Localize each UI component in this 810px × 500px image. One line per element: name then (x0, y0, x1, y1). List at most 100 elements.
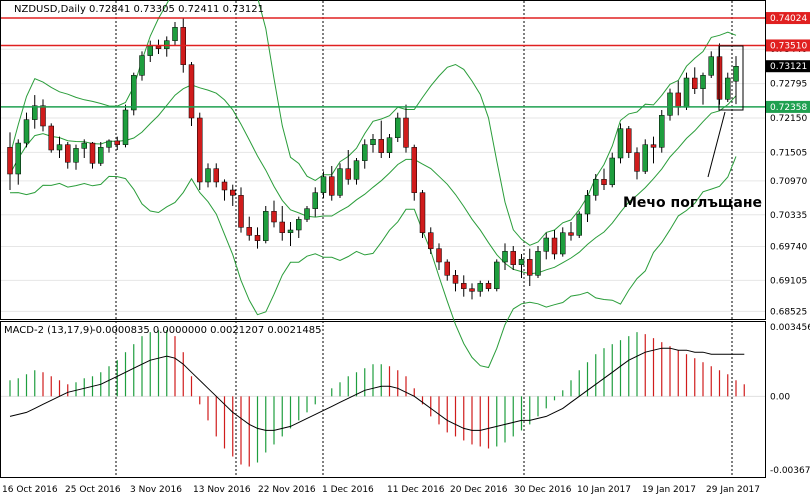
candle-body (518, 259, 525, 265)
candle-body (667, 92, 673, 116)
price-tag-bg (766, 12, 810, 25)
candle-body (73, 148, 79, 163)
candle-body (271, 211, 277, 223)
candle-body (568, 232, 574, 236)
price-tick: 0.70335 (770, 211, 807, 221)
candle-body (320, 176, 327, 193)
price-tick: 0.72150 (770, 114, 807, 124)
candle-body (551, 237, 558, 255)
candle-body (452, 275, 459, 284)
candle-body (494, 261, 500, 289)
macd-tick: 0.003456 (770, 323, 810, 333)
candle-body (345, 168, 351, 180)
time-tick: 29 Jan 2017 (706, 485, 760, 495)
candle-body (419, 192, 426, 233)
candle-body (535, 251, 541, 276)
candle-body (576, 213, 582, 236)
price-panel-frame (0, 0, 766, 320)
candle-body (155, 45, 162, 49)
ohlc-readout: 0.72841 0.73305 0.72411 0.73121 (89, 4, 264, 15)
candle-body (362, 144, 368, 161)
candle-body (593, 179, 599, 196)
candle-body (221, 181, 228, 191)
macd-histogram (9, 330, 745, 467)
candle-body (15, 142, 21, 175)
candle-body (634, 152, 640, 172)
candle-body (725, 77, 731, 100)
macd-values: -0.0000835 0.0000000 0.0021207 0.0021485 (92, 325, 321, 336)
macd-panel-frame (0, 321, 766, 478)
candle-body (659, 115, 665, 148)
price-tag-bg (766, 39, 810, 52)
candle-body (527, 259, 533, 276)
macd-signal (9, 347, 745, 431)
candle-body (642, 144, 648, 172)
candle-body (172, 27, 178, 41)
time-tick: 20 Dec 2016 (450, 485, 508, 495)
candle-body (411, 147, 417, 193)
candle-body (675, 92, 681, 108)
macd-tick: -0.003673 (770, 466, 810, 476)
candle-body (98, 147, 104, 164)
candle-body (238, 195, 244, 228)
candle-body (254, 235, 261, 241)
candle-body (81, 142, 87, 149)
pattern-highlight-box (718, 45, 744, 111)
macd-tick: 0.00 (770, 392, 790, 402)
candle-body (502, 251, 508, 263)
price-tag-label: 0.74024 (770, 14, 807, 24)
price-tag-bg (766, 60, 810, 73)
candle-body (353, 160, 360, 180)
candle-body (683, 77, 690, 108)
candle-body (626, 128, 632, 153)
candle-body (7, 147, 13, 175)
candle-body (386, 137, 393, 153)
candle-body (692, 77, 698, 89)
price-tag-bg (766, 100, 810, 113)
candle-body (312, 192, 318, 209)
candle-body (444, 261, 450, 276)
price-axis: 0.734400.727950.721500.715050.709700.703… (770, 45, 807, 317)
macd-axis: 0.003456 0.00 -0.003673 (770, 323, 810, 476)
candle-body (164, 40, 170, 49)
annotation-label: Мечо поглъщане (623, 195, 762, 211)
time-tick: 11 Dec 2016 (387, 485, 445, 495)
candle-body (469, 288, 475, 292)
price-level-tags: 0.74024 0.73510 0.73121 0.72358 (766, 12, 810, 113)
time-tick: 22 Nov 2016 (258, 485, 316, 495)
candle-body (213, 168, 219, 183)
candle-body (48, 125, 54, 151)
time-tick: 1 Dec 2016 (322, 485, 374, 495)
candle-body (56, 144, 63, 151)
time-tick: 30 Dec 2016 (514, 485, 572, 495)
time-tick: 25 Oct 2016 (65, 485, 121, 495)
time-tick: 13 Nov 2016 (193, 485, 251, 495)
price-tick: 0.68525 (770, 307, 807, 317)
candle-body (230, 189, 236, 196)
middle-band (9, 84, 737, 275)
candle-body (395, 117, 401, 138)
price-tick: 0.69105 (770, 276, 807, 286)
candle-body (403, 117, 409, 148)
lower-band (9, 156, 737, 369)
time-tick: 19 Jan 2017 (642, 485, 696, 495)
candle-body (477, 283, 483, 292)
time-axis: 16 Oct 2016 25 Oct 2016 3 Nov 2016 13 Nov 2… (2, 485, 760, 495)
candle-body (584, 195, 591, 215)
grid (1, 1, 765, 478)
candle-body (428, 232, 434, 249)
symbol-timeframe: NZDUSD,Daily (14, 4, 86, 15)
candle-body (329, 176, 335, 196)
candle-body (263, 211, 269, 241)
candle-body (708, 56, 714, 76)
candle-body (197, 117, 203, 183)
candle-body (296, 219, 302, 231)
candle-body (378, 139, 384, 153)
price-tick: 0.70970 (770, 177, 807, 187)
candle-body (287, 229, 294, 233)
candles (7, 18, 739, 300)
time-tick: 10 Jan 2017 (577, 485, 631, 495)
candle-body (188, 64, 195, 119)
candle-body (485, 283, 492, 289)
